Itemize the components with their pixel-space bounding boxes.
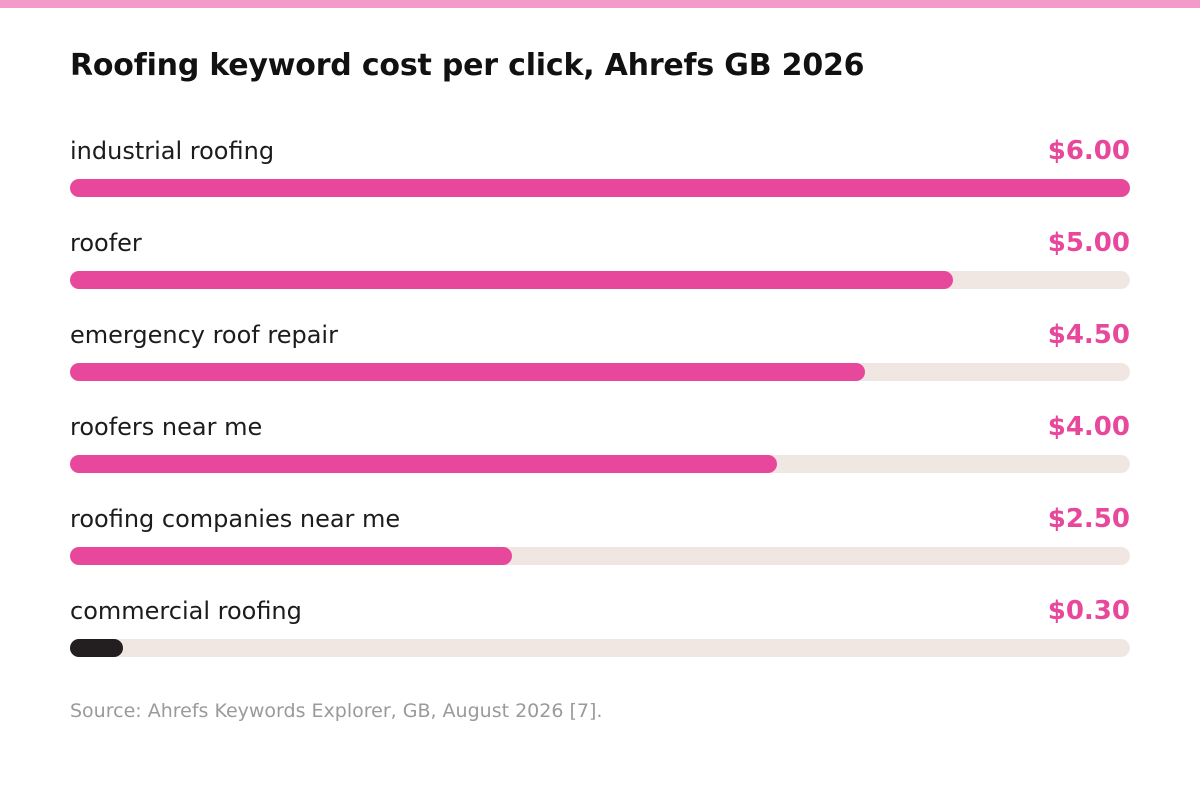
- bar-track: [70, 547, 1130, 565]
- bar-track: [70, 639, 1130, 657]
- bar-row: roofers near me $4.00: [70, 412, 1130, 482]
- bar-row: emergency roof repair $4.50: [70, 320, 1130, 390]
- category-label: roofer: [70, 229, 142, 257]
- category-label: roofing companies near me: [70, 505, 401, 533]
- bar: [70, 639, 123, 657]
- category-label: emergency roof repair: [70, 321, 338, 349]
- bar: [70, 179, 1130, 197]
- bar: [70, 547, 512, 565]
- category-label: industrial roofing: [70, 137, 275, 165]
- bar-row: industrial roofing $6.00: [70, 136, 1130, 206]
- value-label: $5.00: [1047, 228, 1130, 258]
- bar-row: roofer $5.00: [70, 228, 1130, 298]
- chart-title: Roofing keyword cost per click, Ahrefs G…: [70, 48, 865, 83]
- bar: [70, 271, 953, 289]
- category-label: roofers near me: [70, 413, 263, 441]
- top-accent-stripe: [0, 0, 1200, 8]
- bar-track: [70, 455, 1130, 473]
- value-label: $2.50: [1047, 504, 1130, 534]
- bar-track: [70, 271, 1130, 289]
- source-note: Source: Ahrefs Keywords Explorer, GB, Au…: [70, 700, 603, 722]
- value-label: $6.00: [1047, 136, 1130, 166]
- bar-row: roofing companies near me $2.50: [70, 504, 1130, 574]
- bar-chart: industrial roofing $6.00 roofer $5.00 emerge…: [70, 0, 1130, 700]
- bar-track: [70, 363, 1130, 381]
- value-label: $4.50: [1047, 320, 1130, 350]
- category-label: commercial roofing: [70, 597, 302, 625]
- value-label: $0.30: [1047, 596, 1130, 626]
- bar: [70, 455, 777, 473]
- bar-track: [70, 179, 1130, 197]
- bar-row: commercial roofing $0.30: [70, 596, 1130, 666]
- value-label: $4.00: [1047, 412, 1130, 442]
- bar: [70, 363, 865, 381]
